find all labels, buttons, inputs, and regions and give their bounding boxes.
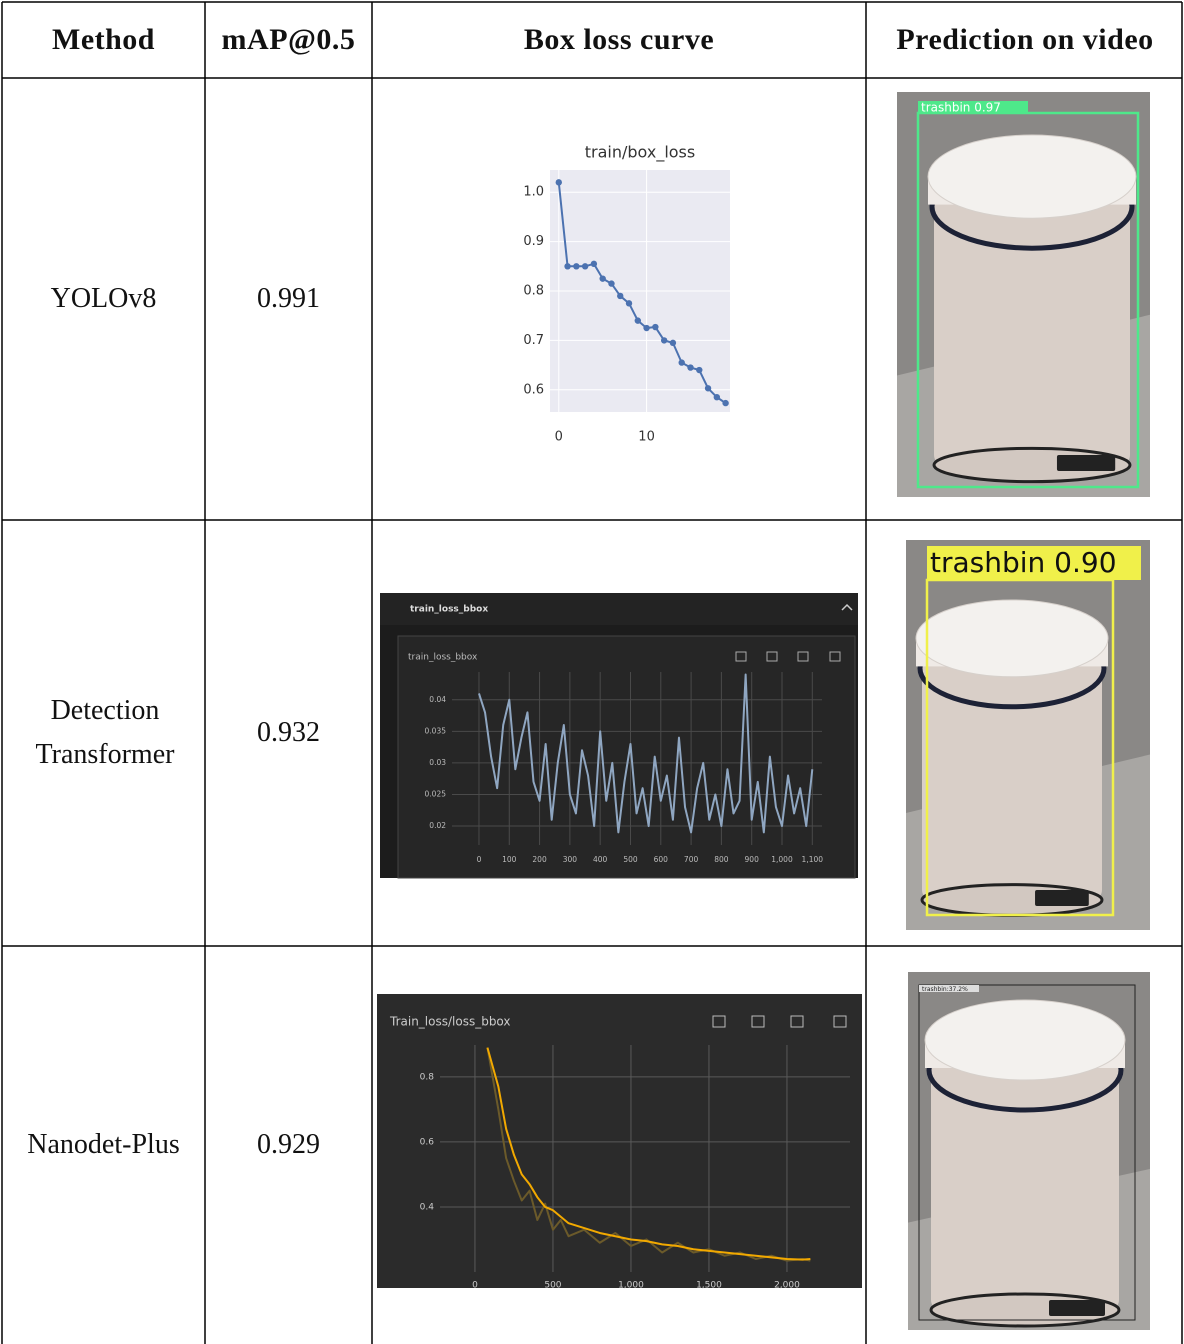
detection-label: trashbin 0.90	[930, 546, 1117, 579]
point	[599, 275, 605, 281]
x-tick-label: 2,000	[774, 1281, 800, 1291]
point	[591, 261, 597, 267]
header-cell: mAP@0.5	[205, 2, 372, 78]
x-tick-label: 300	[563, 855, 578, 864]
map-cell: 0.932	[205, 520, 372, 946]
chart-title: Train_loss/loss_bbox	[389, 1015, 511, 1029]
y-tick-label: 0.03	[429, 758, 446, 767]
x-tick-label: 1,000	[618, 1281, 644, 1291]
point	[687, 364, 693, 370]
bin-body	[922, 638, 1102, 900]
point	[661, 337, 667, 343]
bin-pedal	[1057, 455, 1115, 471]
y-tick-label: 0.8	[420, 1072, 435, 1082]
method-cell: Detection Transformer	[20, 520, 190, 946]
y-tick-label: 0.04	[429, 695, 446, 704]
x-tick-label: 1,000	[771, 855, 793, 864]
x-tick-label: 100	[502, 855, 517, 864]
chart-title: train/box_loss	[585, 143, 695, 163]
bin-lid	[928, 135, 1136, 218]
x-tick-label: 700	[684, 855, 699, 864]
header-cell: Method	[2, 2, 205, 78]
map-cell: 0.991	[205, 78, 372, 520]
x-tick-label: 500	[623, 855, 638, 864]
x-tick-label: 1,100	[802, 855, 824, 864]
x-tick-label: 0	[477, 855, 482, 864]
point	[573, 263, 579, 269]
plot-area	[452, 672, 822, 845]
y-tick-label: 0.035	[425, 726, 447, 735]
point	[564, 263, 570, 269]
y-tick-label: 0.025	[425, 789, 447, 798]
x-tick-label: 800	[714, 855, 729, 864]
point	[696, 367, 702, 373]
header-cell: Prediction on video	[866, 2, 1184, 78]
y-tick-label: 0.7	[523, 333, 544, 348]
x-tick-label: 0	[472, 1281, 478, 1291]
point	[635, 317, 641, 323]
point	[705, 385, 711, 391]
y-tick-label: 0.6	[420, 1137, 435, 1147]
point	[670, 340, 676, 346]
y-tick-label: 1.0	[523, 185, 544, 200]
detection-label: trashbin:37.2%	[922, 986, 968, 993]
detection-label: trashbin 0.97	[921, 101, 1001, 115]
x-tick-label: 500	[544, 1281, 561, 1291]
y-tick-label: 0.02	[429, 821, 446, 830]
x-tick-label: 900	[745, 855, 760, 864]
page: trashbin 0.97 trashbin 0.90 trashbin:37.2%…	[0, 0, 1184, 1344]
chart-title: train_loss_bbox	[408, 653, 478, 663]
x-tick-label: 10	[638, 430, 655, 445]
point	[617, 293, 623, 299]
y-tick-label: 0.9	[523, 234, 544, 249]
y-tick-label: 0.4	[420, 1202, 435, 1212]
point	[722, 400, 728, 406]
y-tick-label: 0.8	[523, 284, 544, 299]
point	[652, 324, 658, 330]
y-tick-label: 0.6	[523, 382, 544, 397]
point	[608, 280, 614, 286]
method-cell: Nanodet-Plus	[2, 946, 205, 1344]
x-tick-label: 200	[532, 855, 547, 864]
method-cell: YOLOv8	[2, 78, 205, 520]
map-cell: 0.929	[205, 946, 372, 1344]
point	[626, 300, 632, 306]
point	[714, 394, 720, 400]
bin-lid	[916, 600, 1108, 677]
point	[582, 263, 588, 269]
header-cell: Box loss curve	[372, 2, 866, 78]
x-tick-label: 1,500	[696, 1281, 722, 1291]
x-tick-label: 600	[654, 855, 669, 864]
panel-title: train_loss_bbox	[410, 605, 488, 615]
point	[679, 359, 685, 365]
plot-area	[440, 1045, 850, 1272]
bin-lid	[925, 1000, 1125, 1080]
point	[556, 179, 562, 185]
x-tick-label: 400	[593, 855, 608, 864]
point	[643, 325, 649, 331]
x-tick-label: 0	[555, 430, 563, 445]
bin-pedal	[1035, 890, 1089, 906]
bin-body	[934, 177, 1130, 465]
bin-pedal	[1049, 1300, 1105, 1316]
